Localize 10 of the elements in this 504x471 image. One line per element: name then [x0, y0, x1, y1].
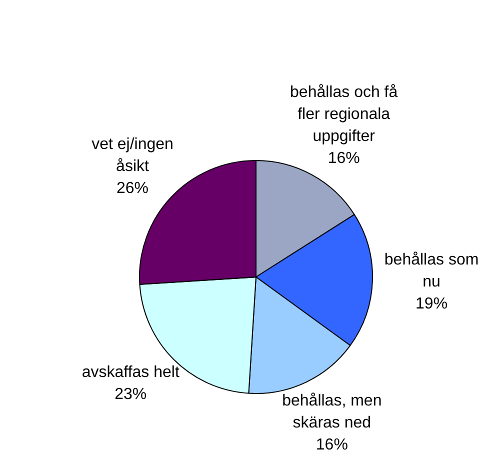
- slice-label: behållas, men skäras ned: [282, 392, 382, 432]
- data-label: 16%: [316, 436, 348, 454]
- data-label: 16%: [328, 150, 360, 168]
- data-label: 19%: [416, 295, 448, 312]
- data-label: 23%: [114, 386, 147, 403]
- slice-label: avskaffas helt: [82, 364, 180, 381]
- slice-label: behållas och få fler regionala uppgifter: [290, 84, 398, 146]
- slice-label: behållas som nu: [384, 251, 479, 290]
- data-label: 26%: [116, 180, 149, 197]
- slice-label: vet ej/ingen åsikt: [92, 136, 174, 175]
